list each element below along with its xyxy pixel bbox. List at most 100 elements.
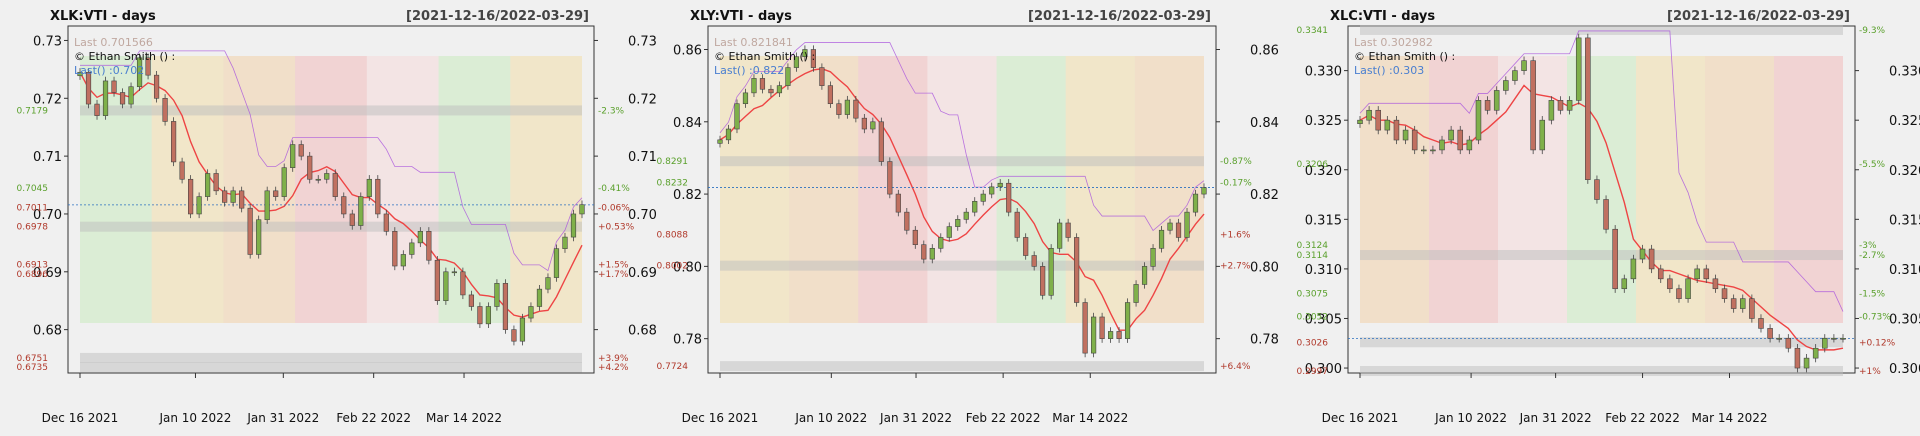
candle-body bbox=[1440, 140, 1445, 150]
candle-body bbox=[1494, 90, 1499, 110]
candle-body bbox=[265, 191, 270, 220]
candle-body bbox=[1777, 338, 1782, 339]
candle-body bbox=[1394, 120, 1399, 140]
x-tick-label: Feb 22 2022 bbox=[336, 411, 411, 425]
trend-band bbox=[1360, 56, 1429, 323]
y-tick-label-left: 0.72 bbox=[33, 92, 62, 107]
candle-body bbox=[410, 243, 415, 255]
trend-band bbox=[439, 56, 511, 323]
candle-body bbox=[854, 100, 859, 118]
candle-body bbox=[1421, 150, 1426, 151]
level-label-right: -9.3% bbox=[1859, 26, 1886, 36]
candle-body bbox=[1813, 348, 1818, 358]
chart-panel-3: XLC:VTI - days[2021-12-16/2022-03-29]Las… bbox=[1297, 9, 1920, 425]
credit-label: © Ethan Smith () : bbox=[714, 50, 815, 63]
credit-label: © Ethan Smith () : bbox=[1354, 50, 1455, 63]
candle-body bbox=[1159, 230, 1164, 248]
candle-body bbox=[1023, 237, 1028, 255]
candle-body bbox=[554, 249, 559, 278]
candle-body bbox=[1604, 200, 1609, 230]
candle-body bbox=[718, 140, 723, 143]
candle-body bbox=[1367, 110, 1372, 120]
trend-band bbox=[1429, 56, 1498, 323]
y-tick-label-right: 0.300 bbox=[1889, 362, 1920, 377]
x-tick-label: Mar 14 2022 bbox=[1052, 411, 1128, 425]
level-label-left: 0.3052 bbox=[1297, 312, 1329, 322]
candle-body bbox=[214, 173, 219, 190]
candle-body bbox=[820, 68, 825, 86]
candle-body bbox=[888, 162, 893, 195]
level-label-left: 0.3206 bbox=[1297, 160, 1329, 170]
candle-body bbox=[129, 87, 134, 104]
y-tick-label-right: 0.315 bbox=[1889, 213, 1920, 228]
y-tick-label-right: 0.73 bbox=[628, 34, 657, 49]
level-label-right: -0.41% bbox=[598, 184, 630, 194]
y-tick-label-right: 0.82 bbox=[1250, 188, 1279, 203]
candle-body bbox=[384, 214, 389, 231]
y-tick-label-right: 0.69 bbox=[628, 266, 657, 281]
level-label-left: 0.3124 bbox=[1297, 241, 1329, 251]
level-bar bbox=[80, 362, 582, 372]
candle-body bbox=[938, 237, 943, 248]
candle-body bbox=[444, 272, 449, 301]
candle-body bbox=[478, 306, 483, 323]
candle-body bbox=[1358, 120, 1363, 123]
candle-body bbox=[571, 214, 576, 237]
candle-body bbox=[1549, 100, 1554, 120]
candle-body bbox=[1168, 223, 1173, 230]
level-label-right: -0.87% bbox=[1220, 157, 1252, 167]
candle-body bbox=[350, 214, 355, 226]
candle-body bbox=[299, 145, 304, 157]
candle-body bbox=[1040, 266, 1045, 295]
candle-body bbox=[1522, 61, 1527, 71]
candle-body bbox=[1613, 229, 1618, 288]
chart-title: XLY:VTI - days bbox=[690, 9, 792, 24]
candle-body bbox=[947, 227, 952, 238]
candle-body bbox=[913, 230, 918, 244]
chart-title: XLC:VTI - days bbox=[1330, 9, 1435, 24]
chart-panel-1: XLK:VTI - days[2021-12-16/2022-03-29]Las… bbox=[17, 9, 657, 425]
candle-body bbox=[1091, 317, 1096, 353]
level-label-left: 0.6735 bbox=[17, 363, 49, 373]
level-label-left: 0.6978 bbox=[17, 223, 49, 233]
candle-body bbox=[1458, 130, 1463, 150]
candle-body bbox=[1134, 284, 1139, 302]
candle-body bbox=[1740, 299, 1745, 309]
candle-body bbox=[418, 231, 423, 243]
level-label-right: +0.53% bbox=[598, 223, 635, 233]
candle-body bbox=[512, 330, 517, 342]
candle-body bbox=[435, 260, 440, 300]
candle-body bbox=[1841, 338, 1846, 339]
candle-body bbox=[1512, 71, 1517, 81]
candle-body bbox=[1631, 259, 1636, 279]
last-label: Last 0.701566 bbox=[74, 36, 153, 49]
y-tick-label-right: 0.310 bbox=[1889, 263, 1920, 278]
candle-body bbox=[752, 78, 757, 92]
level-label-left: 0.2997 bbox=[1297, 367, 1329, 377]
candle-body bbox=[1731, 299, 1736, 309]
candle-body bbox=[1531, 61, 1536, 150]
candle-body bbox=[197, 197, 202, 214]
level-label-right: +1.5% bbox=[598, 260, 629, 270]
x-tick-label: Mar 14 2022 bbox=[1691, 411, 1767, 425]
candle-body bbox=[1403, 130, 1408, 140]
candle-body bbox=[1100, 317, 1105, 339]
level-bar bbox=[80, 222, 582, 232]
level-label-left: 0.7179 bbox=[17, 106, 49, 116]
x-tick-label: Dec 16 2021 bbox=[42, 411, 119, 425]
candle-body bbox=[905, 212, 910, 230]
candle-body bbox=[1822, 338, 1827, 348]
x-tick-label: Dec 16 2021 bbox=[682, 411, 759, 425]
candle-body bbox=[1151, 248, 1156, 266]
candle-body bbox=[1193, 194, 1198, 212]
candle-body bbox=[1640, 249, 1645, 259]
candle-body bbox=[239, 191, 244, 208]
level-label-left: 0.8232 bbox=[657, 179, 689, 189]
level-bar bbox=[1360, 25, 1843, 35]
candle-body bbox=[1567, 100, 1572, 110]
y-tick-label-left: 0.78 bbox=[673, 333, 702, 348]
candle-body bbox=[1467, 140, 1472, 150]
last-label: Last 0.302982 bbox=[1354, 36, 1433, 49]
x-tick-label: Jan 31 2022 bbox=[1519, 411, 1592, 425]
